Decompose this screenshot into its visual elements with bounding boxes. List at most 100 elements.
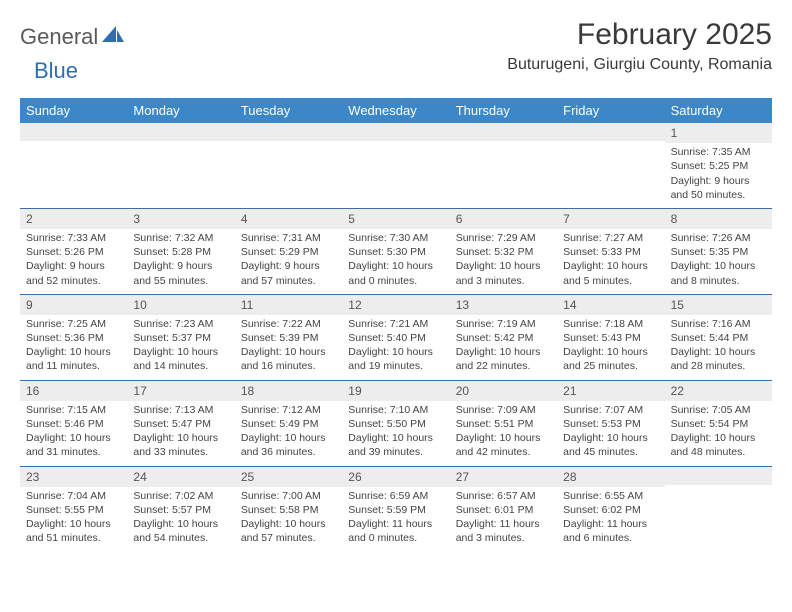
sunrise-text: Sunrise: 7:27 AM [563, 231, 658, 245]
sunrise-text: Sunrise: 6:59 AM [348, 489, 443, 503]
calendar-cell [20, 123, 127, 208]
day-number: 22 [665, 381, 772, 401]
day-number: 19 [342, 381, 449, 401]
daylight-text: Daylight: 11 hours and 3 minutes. [456, 517, 551, 545]
daylight-text: Daylight: 10 hours and 42 minutes. [456, 431, 551, 459]
cell-body: Sunrise: 7:32 AMSunset: 5:28 PMDaylight:… [127, 229, 234, 294]
calendar-cell: 6Sunrise: 7:29 AMSunset: 5:32 PMDaylight… [450, 209, 557, 294]
day-number: 16 [20, 381, 127, 401]
cell-body: Sunrise: 7:27 AMSunset: 5:33 PMDaylight:… [557, 229, 664, 294]
cell-body: Sunrise: 7:25 AMSunset: 5:36 PMDaylight:… [20, 315, 127, 380]
day-number [20, 123, 127, 141]
sunrise-text: Sunrise: 7:13 AM [133, 403, 228, 417]
sunset-text: Sunset: 5:46 PM [26, 417, 121, 431]
calendar-week: 9Sunrise: 7:25 AMSunset: 5:36 PMDaylight… [20, 295, 772, 381]
weekday-label: Saturday [665, 98, 772, 123]
calendar-cell [127, 123, 234, 208]
cell-body [665, 485, 772, 545]
daylight-text: Daylight: 10 hours and 11 minutes. [26, 345, 121, 373]
daylight-text: Daylight: 9 hours and 52 minutes. [26, 259, 121, 287]
day-number [342, 123, 449, 141]
day-number: 4 [235, 209, 342, 229]
calendar-cell: 22Sunrise: 7:05 AMSunset: 5:54 PMDayligh… [665, 381, 772, 466]
daylight-text: Daylight: 10 hours and 39 minutes. [348, 431, 443, 459]
cell-body: Sunrise: 7:12 AMSunset: 5:49 PMDaylight:… [235, 401, 342, 466]
sunrise-text: Sunrise: 7:31 AM [241, 231, 336, 245]
day-number: 8 [665, 209, 772, 229]
calendar-cell: 23Sunrise: 7:04 AMSunset: 5:55 PMDayligh… [20, 467, 127, 552]
calendar-cell: 8Sunrise: 7:26 AMSunset: 5:35 PMDaylight… [665, 209, 772, 294]
sunrise-text: Sunrise: 6:57 AM [456, 489, 551, 503]
sunrise-text: Sunrise: 6:55 AM [563, 489, 658, 503]
calendar-cell: 21Sunrise: 7:07 AMSunset: 5:53 PMDayligh… [557, 381, 664, 466]
cell-body: Sunrise: 7:35 AMSunset: 5:25 PMDaylight:… [665, 143, 772, 208]
cell-body: Sunrise: 7:05 AMSunset: 5:54 PMDaylight:… [665, 401, 772, 466]
sunset-text: Sunset: 5:33 PM [563, 245, 658, 259]
day-number: 25 [235, 467, 342, 487]
cell-body [557, 141, 664, 201]
calendar-week: 23Sunrise: 7:04 AMSunset: 5:55 PMDayligh… [20, 467, 772, 552]
sunrise-text: Sunrise: 7:30 AM [348, 231, 443, 245]
cell-body [342, 141, 449, 201]
sunrise-text: Sunrise: 7:18 AM [563, 317, 658, 331]
daylight-text: Daylight: 10 hours and 45 minutes. [563, 431, 658, 459]
calendar-cell: 11Sunrise: 7:22 AMSunset: 5:39 PMDayligh… [235, 295, 342, 380]
sunrise-text: Sunrise: 7:02 AM [133, 489, 228, 503]
day-number: 5 [342, 209, 449, 229]
day-number: 17 [127, 381, 234, 401]
sunrise-text: Sunrise: 7:00 AM [241, 489, 336, 503]
calendar-cell: 15Sunrise: 7:16 AMSunset: 5:44 PMDayligh… [665, 295, 772, 380]
sunrise-text: Sunrise: 7:19 AM [456, 317, 551, 331]
sunset-text: Sunset: 5:43 PM [563, 331, 658, 345]
sunset-text: Sunset: 5:55 PM [26, 503, 121, 517]
day-number: 21 [557, 381, 664, 401]
calendar-cell: 24Sunrise: 7:02 AMSunset: 5:57 PMDayligh… [127, 467, 234, 552]
sunset-text: Sunset: 5:59 PM [348, 503, 443, 517]
weekday-label: Wednesday [342, 98, 449, 123]
sunset-text: Sunset: 5:44 PM [671, 331, 766, 345]
daylight-text: Daylight: 10 hours and 22 minutes. [456, 345, 551, 373]
daylight-text: Daylight: 10 hours and 36 minutes. [241, 431, 336, 459]
calendar-cell [235, 123, 342, 208]
weekday-label: Tuesday [235, 98, 342, 123]
daylight-text: Daylight: 11 hours and 6 minutes. [563, 517, 658, 545]
daylight-text: Daylight: 10 hours and 8 minutes. [671, 259, 766, 287]
cell-body: Sunrise: 6:59 AMSunset: 5:59 PMDaylight:… [342, 487, 449, 552]
sunrise-text: Sunrise: 7:15 AM [26, 403, 121, 417]
calendar-cell [557, 123, 664, 208]
calendar-cell: 19Sunrise: 7:10 AMSunset: 5:50 PMDayligh… [342, 381, 449, 466]
sunrise-text: Sunrise: 7:32 AM [133, 231, 228, 245]
sunrise-text: Sunrise: 7:25 AM [26, 317, 121, 331]
daylight-text: Daylight: 11 hours and 0 minutes. [348, 517, 443, 545]
sunset-text: Sunset: 5:37 PM [133, 331, 228, 345]
cell-body: Sunrise: 7:10 AMSunset: 5:50 PMDaylight:… [342, 401, 449, 466]
sunrise-text: Sunrise: 7:35 AM [671, 145, 766, 159]
sunrise-text: Sunrise: 7:10 AM [348, 403, 443, 417]
calendar-cell: 28Sunrise: 6:55 AMSunset: 6:02 PMDayligh… [557, 467, 664, 552]
sunset-text: Sunset: 6:02 PM [563, 503, 658, 517]
sunset-text: Sunset: 5:40 PM [348, 331, 443, 345]
weekday-label: Sunday [20, 98, 127, 123]
day-number [235, 123, 342, 141]
calendar-cell: 25Sunrise: 7:00 AMSunset: 5:58 PMDayligh… [235, 467, 342, 552]
day-number: 10 [127, 295, 234, 315]
day-number: 26 [342, 467, 449, 487]
month-title: February 2025 [507, 18, 772, 52]
calendar-cell: 7Sunrise: 7:27 AMSunset: 5:33 PMDaylight… [557, 209, 664, 294]
calendar-cell: 5Sunrise: 7:30 AMSunset: 5:30 PMDaylight… [342, 209, 449, 294]
cell-body: Sunrise: 7:31 AMSunset: 5:29 PMDaylight:… [235, 229, 342, 294]
weekday-label: Thursday [450, 98, 557, 123]
calendar-cell: 20Sunrise: 7:09 AMSunset: 5:51 PMDayligh… [450, 381, 557, 466]
cell-body: Sunrise: 7:02 AMSunset: 5:57 PMDaylight:… [127, 487, 234, 552]
calendar-week: 1Sunrise: 7:35 AMSunset: 5:25 PMDaylight… [20, 123, 772, 209]
daylight-text: Daylight: 10 hours and 31 minutes. [26, 431, 121, 459]
sunrise-text: Sunrise: 7:09 AM [456, 403, 551, 417]
cell-body: Sunrise: 7:23 AMSunset: 5:37 PMDaylight:… [127, 315, 234, 380]
sunrise-text: Sunrise: 7:23 AM [133, 317, 228, 331]
sunset-text: Sunset: 5:58 PM [241, 503, 336, 517]
calendar-cell: 26Sunrise: 6:59 AMSunset: 5:59 PMDayligh… [342, 467, 449, 552]
daylight-text: Daylight: 10 hours and 5 minutes. [563, 259, 658, 287]
brand-logo: General [20, 18, 126, 50]
day-number [127, 123, 234, 141]
daylight-text: Daylight: 10 hours and 54 minutes. [133, 517, 228, 545]
